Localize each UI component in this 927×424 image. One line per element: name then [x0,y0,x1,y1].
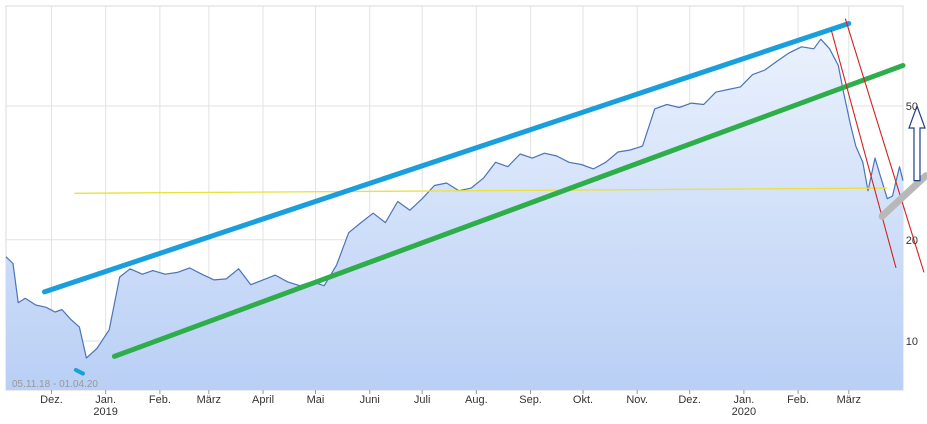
plot-area [5,38,904,390]
upper-channel-line [41,20,852,295]
price-area [6,39,903,390]
x-tick-year-label: 2020 [732,406,756,418]
y-tick-label: 20 [906,235,918,247]
x-tick-label: Dez. [40,394,63,406]
x-tick-label: Juli [414,394,431,406]
x-tick-label: April [252,394,274,406]
x-tick-label: Jan. [95,394,116,406]
x-tick-label: Jan. [733,394,754,406]
x-tick-year-label: 2019 [93,406,117,418]
y-tick-label: 10 [906,336,918,348]
x-tick-label: Nov. [626,394,648,406]
blue-dash [73,367,85,376]
y-tick-label: 50 [906,101,918,113]
annotations [41,18,927,376]
lower-channel-line [111,62,906,359]
y-axis: 10 20 50 [906,101,918,348]
x-tick-label: März [837,394,861,406]
x-tick-label: Feb. [787,394,809,406]
crash-line-2 [844,18,925,273]
x-tick-label: Juni [360,394,380,406]
crash-line-1 [830,30,897,269]
x-tick-label: März [197,394,221,406]
x-tick-label: Mai [307,394,325,406]
x-tick-label: Aug. [465,394,488,406]
x-tick-label: Dez. [678,394,701,406]
date-range-label: 05.11.18 - 01.04.20 [12,379,98,390]
x-tick-label: Feb. [149,394,171,406]
up-arrow-icon [908,104,926,182]
x-tick-label: Okt. [573,394,593,406]
horizontal-line [74,187,888,194]
support-arrow [878,172,927,220]
price-line [5,38,904,359]
x-tick-label: Sep. [519,394,542,406]
